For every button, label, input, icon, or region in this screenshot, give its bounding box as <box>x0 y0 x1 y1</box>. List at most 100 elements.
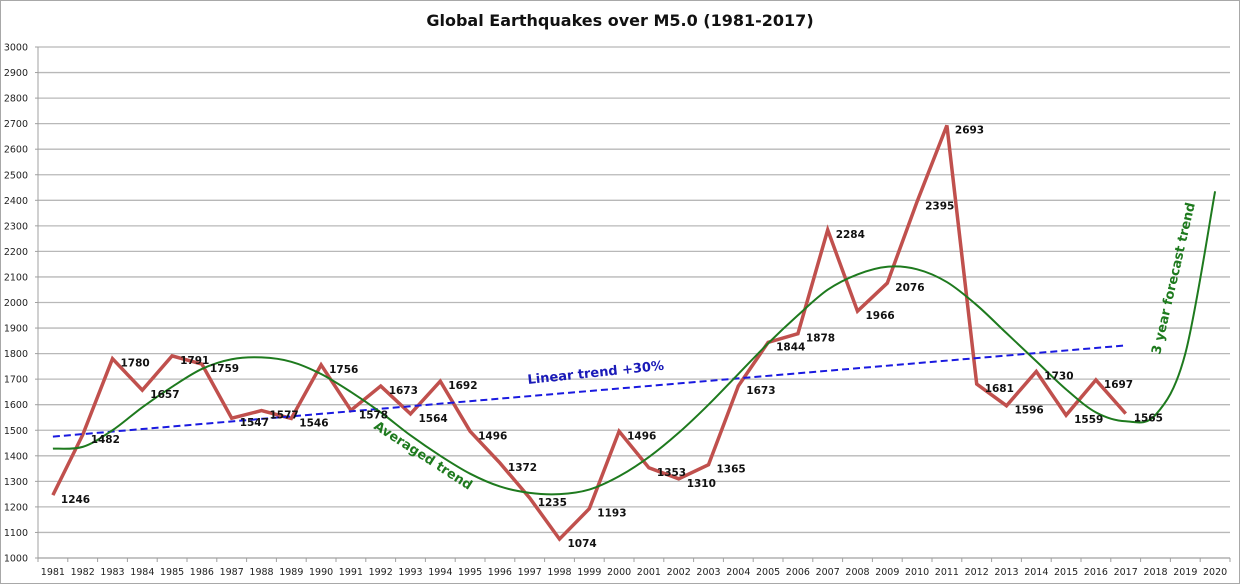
x-axis: 1981 1982 1983 1984 1985 1986 1987 1988 1989 1990… <box>37 558 1231 578</box>
series-averaged-trend <box>52 191 1217 496</box>
x-tick-label: 1990 <box>309 567 333 578</box>
y-tick-label: 2000 <box>4 298 28 309</box>
x-tick-label: 1995 <box>458 567 482 578</box>
x-tick-label: 1988 <box>249 567 273 578</box>
chart-title: Global Earthquakes over M5.0 (1981-2017) <box>426 11 813 30</box>
x-tick-label: 1989 <box>279 567 303 578</box>
x-tick-label: 1997 <box>518 567 542 578</box>
y-tick-label: 1600 <box>4 400 28 411</box>
averaged-trend-line <box>52 191 1217 496</box>
y-tick-label: 1100 <box>4 528 28 539</box>
y-tick-label: 1900 <box>4 324 28 335</box>
y-tick-label: 1300 <box>4 477 28 488</box>
annotation-linear-trend: Linear trend +30% <box>527 359 665 388</box>
data-label: 2395 <box>925 201 954 213</box>
x-tick-label: 2001 <box>637 567 661 578</box>
x-tick-label: 2010 <box>905 567 929 578</box>
data-label: 1578 <box>359 409 388 421</box>
x-tick-label: 2006 <box>786 567 810 578</box>
data-label: 1577 <box>270 410 299 422</box>
y-tick-label: 2100 <box>4 272 28 283</box>
y-tick-label: 2300 <box>4 221 28 232</box>
y-tick-label: 2400 <box>4 196 28 207</box>
data-label: 1372 <box>508 462 537 474</box>
x-tick-label: 2013 <box>994 567 1018 578</box>
y-tick-label: 1700 <box>4 375 28 386</box>
data-label: 1546 <box>299 417 328 429</box>
data-label: 1496 <box>478 430 507 442</box>
data-label: 1673 <box>389 385 418 397</box>
y-tick-label: 2900 <box>4 68 28 79</box>
x-tick-label: 1998 <box>547 567 571 578</box>
x-tick-label: 1999 <box>577 567 601 578</box>
x-tick-label: 1992 <box>369 567 393 578</box>
data-label: 1547 <box>240 417 269 429</box>
data-label: 1966 <box>866 310 895 322</box>
gridlines <box>38 46 1230 559</box>
data-label: 1697 <box>1104 379 1133 391</box>
y-tick-label: 1800 <box>4 349 28 360</box>
y-tick-label: 2600 <box>4 145 28 156</box>
data-label: 1246 <box>61 494 90 506</box>
x-tick-label: 2017 <box>1114 567 1138 578</box>
data-label: 1193 <box>597 508 626 520</box>
x-tick-label: 2008 <box>845 567 869 578</box>
data-label: 1759 <box>210 363 239 375</box>
x-tick-label: 2002 <box>667 567 691 578</box>
x-tick-label: 2018 <box>1143 567 1167 578</box>
data-label: 1353 <box>657 467 686 479</box>
x-tick-label: 2007 <box>816 567 840 578</box>
y-tick-label: 3000 <box>4 43 28 54</box>
x-tick-label: 1993 <box>398 567 422 578</box>
x-tick-label: 1996 <box>488 567 512 578</box>
x-tick-label: 2005 <box>756 567 780 578</box>
x-tick-label: 2020 <box>1203 567 1227 578</box>
y-tick-label: 1400 <box>4 451 28 462</box>
data-label: 1844 <box>776 341 805 353</box>
x-tick-label: 1984 <box>130 567 154 578</box>
series-earthquakes <box>51 124 1128 542</box>
data-label: 2693 <box>955 124 984 136</box>
data-label: 1780 <box>121 358 150 370</box>
data-label: 1673 <box>746 385 775 397</box>
x-tick-label: 2000 <box>607 567 631 578</box>
y-tick-label: 2200 <box>4 247 28 258</box>
data-label: 1482 <box>91 434 120 446</box>
data-label: 1756 <box>329 364 358 376</box>
data-label: 1791 <box>180 355 209 367</box>
x-tick-label: 2019 <box>1173 567 1197 578</box>
data-label: 2076 <box>895 282 924 294</box>
y-tick-label: 1200 <box>4 502 28 513</box>
data-label: 1559 <box>1074 414 1103 426</box>
data-label: 1365 <box>717 464 746 476</box>
x-tick-label: 2015 <box>1054 567 1078 578</box>
x-tick-label: 2009 <box>875 567 899 578</box>
x-tick-label: 1985 <box>160 567 184 578</box>
data-label: 1496 <box>627 430 656 442</box>
x-tick-label: 2004 <box>726 567 750 578</box>
data-label: 1074 <box>568 538 597 550</box>
y-tick-label: 1500 <box>4 426 28 437</box>
x-tick-label: 2016 <box>1084 567 1108 578</box>
data-label: 2284 <box>836 229 865 241</box>
series-linear-trend <box>52 344 1126 438</box>
data-label: 1730 <box>1044 370 1073 382</box>
data-label: 1310 <box>687 478 716 490</box>
y-tick-label: 2500 <box>4 170 28 181</box>
x-tick-label: 2012 <box>965 567 989 578</box>
data-label: 1681 <box>985 383 1014 395</box>
data-label: 1657 <box>150 389 179 401</box>
x-tick-label: 1981 <box>41 567 65 578</box>
y-tick-label: 1000 <box>4 554 28 565</box>
data-label: 1565 <box>1134 413 1163 425</box>
x-tick-label: 1986 <box>190 567 214 578</box>
y-tick-label: 2700 <box>4 119 28 130</box>
data-label: 1596 <box>1015 405 1044 417</box>
x-tick-label: 2014 <box>1024 567 1048 578</box>
data-label: 1235 <box>538 497 567 509</box>
x-tick-label: 1991 <box>339 567 363 578</box>
x-tick-label: 1983 <box>100 567 124 578</box>
y-axis: 1000 1100 1200 1300 1400 1500 1600 1700 1800 1900… <box>4 43 39 565</box>
x-tick-label: 2003 <box>696 567 720 578</box>
